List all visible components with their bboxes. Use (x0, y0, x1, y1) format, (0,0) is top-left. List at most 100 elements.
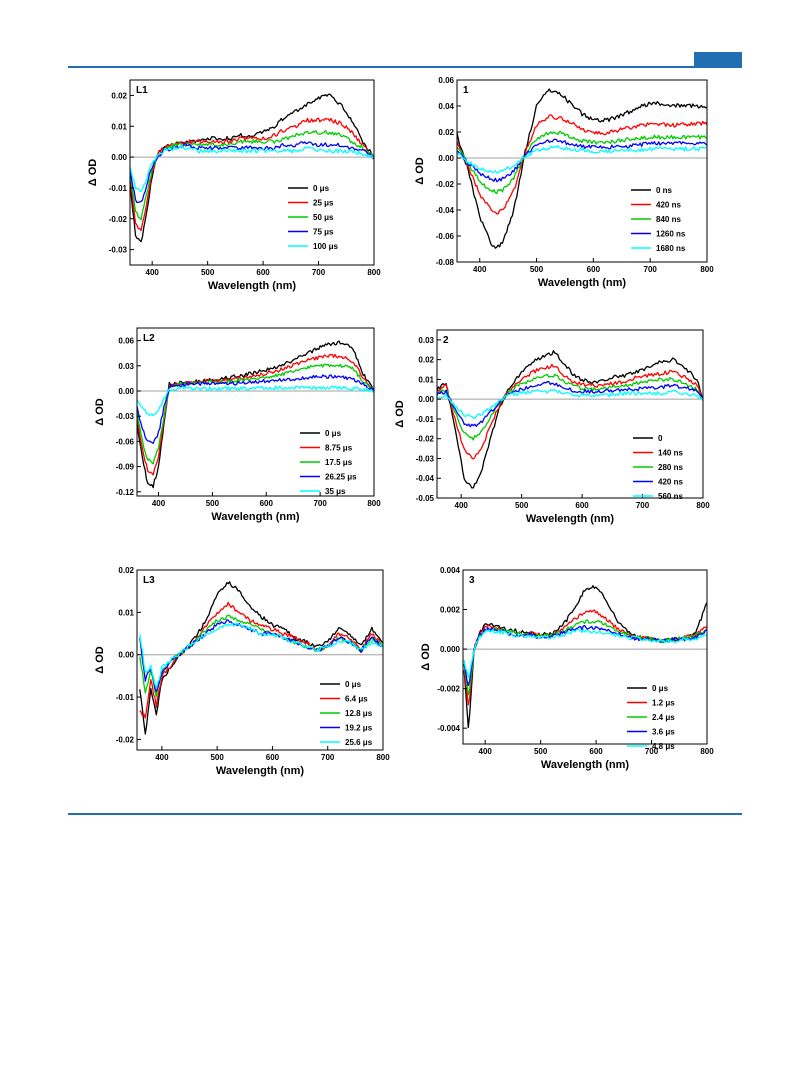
x-tick-label: 600 (256, 268, 270, 277)
x-tick-label: 800 (367, 268, 381, 277)
y-tick-label: 0.00 (111, 153, 127, 162)
y-tick-label: -0.02 (116, 735, 135, 744)
y-tick-label: 0.00 (438, 154, 454, 163)
x-axis-label: Wavelength (nm) (541, 759, 630, 771)
plot-frame (136, 327, 375, 497)
y-tick-label: 0.02 (418, 356, 434, 365)
legend-label: 840 ns (656, 215, 681, 224)
chart-panel-1: 400 500 600 700 800 0.06 0.04 0.02 0.00 -0.02 -0.0… (414, 76, 714, 289)
y-axis-label: Δ OD (414, 157, 426, 185)
series-line-1-4 (456, 145, 708, 174)
x-tick-label: 600 (589, 747, 603, 756)
plot-frame (456, 79, 708, 263)
x-tick-label: 800 (376, 753, 390, 762)
x-tick-label: 700 (313, 499, 327, 508)
panel-label: L3 (143, 575, 155, 586)
legend-label: 0 μs (652, 684, 669, 693)
x-tick-label: 700 (636, 501, 650, 510)
x-tick-label: 500 (515, 501, 529, 510)
x-axis-label: Wavelength (nm) (538, 277, 627, 289)
x-tick-label: 600 (587, 265, 601, 274)
series-line-L3-3 (139, 619, 384, 693)
series-line-L1-0 (129, 93, 375, 243)
y-tick-label: 0.01 (118, 608, 134, 617)
x-tick-label: 500 (534, 747, 548, 756)
legend-label: 420 ns (656, 201, 681, 210)
y-tick-label: 0.00 (418, 395, 434, 404)
series-line-L2-4 (136, 385, 375, 417)
y-tick-label: -0.08 (436, 258, 455, 267)
x-tick-label: 400 (473, 265, 487, 274)
y-tick-label: 0.002 (440, 606, 461, 615)
chart-panel-L3: 400 500 600 700 800 0.02 0.01 0.00 -0.01 -0.02 Wav… (94, 566, 390, 777)
y-tick-label: 0.06 (438, 76, 454, 85)
x-tick-label: 400 (152, 499, 166, 508)
y-axis-label: Δ OD (394, 400, 406, 428)
series-line-L2-3 (136, 374, 375, 445)
y-tick-label: -0.01 (109, 184, 128, 193)
x-tick-label: 500 (210, 753, 224, 762)
chart-panel-3: 400 500 600 700 800 0.004 0.002 0.000 -0.002 -0.0… (420, 566, 714, 771)
series-line-1-1 (456, 114, 708, 215)
legend-label: 560 ns (658, 492, 683, 501)
legend-label: 12.8 μs (345, 709, 373, 718)
x-tick-label: 400 (479, 747, 493, 756)
x-tick-label: 500 (530, 265, 544, 274)
x-tick-label: 400 (146, 268, 160, 277)
y-tick-label: -0.02 (109, 215, 128, 224)
y-tick-label: -0.09 (116, 463, 135, 472)
plot-frame (136, 569, 384, 751)
y-tick-label: 0.03 (118, 362, 134, 371)
panel-label: L2 (143, 333, 155, 344)
y-axis-label: Δ OD (94, 646, 106, 674)
footer-rule (68, 813, 742, 815)
series-line-1-0 (456, 88, 708, 249)
y-tick-label: -0.02 (436, 180, 455, 189)
series-line-2-0 (436, 350, 704, 489)
series-line-1-2 (456, 131, 708, 195)
legend-label: 25 μs (313, 199, 334, 208)
y-tick-label: -0.05 (416, 494, 435, 503)
chart-panel-L1: 400 500 600 700 800 0.02 0.01 0.00 -0.01 -0.02 -0.… (87, 79, 381, 292)
series-line-L3-4 (139, 622, 384, 689)
plot-frame (129, 79, 375, 266)
legend-label: 19.2 μs (345, 724, 373, 733)
x-tick-label: 600 (266, 753, 280, 762)
y-tick-label: 0.01 (418, 375, 434, 384)
legend-label: 35 μs (325, 487, 346, 496)
y-tick-label: -0.04 (436, 206, 455, 215)
legend-label: 17.5 μs (325, 458, 353, 467)
y-tick-label: -0.002 (437, 685, 460, 694)
y-tick-label: 0.02 (438, 128, 454, 137)
legend-label: 280 ns (658, 463, 683, 472)
y-tick-label: -0.06 (116, 437, 135, 446)
x-tick-label: 400 (155, 753, 169, 762)
legend-label: 4.8 μs (652, 742, 675, 751)
legend-label: 0 μs (313, 184, 330, 193)
legend-label: 26.25 μs (325, 473, 357, 482)
y-tick-label: -0.03 (416, 454, 435, 463)
series-line-2-4 (436, 388, 704, 419)
x-tick-label: 500 (206, 499, 220, 508)
y-axis-label: Δ OD (420, 643, 432, 671)
series-line-L1-1 (129, 117, 375, 232)
y-tick-label: -0.03 (109, 246, 128, 255)
y-tick-label: 0.01 (111, 122, 127, 131)
header-tab (694, 52, 742, 66)
legend-label: 0 ns (656, 186, 673, 195)
y-tick-label: 0.03 (418, 336, 434, 345)
legend-label: 25.6 μs (345, 738, 373, 747)
series-line-L2-1 (136, 353, 375, 476)
y-tick-label: 0.06 (118, 337, 134, 346)
chart-panel-2: 400 500 600 700 800 0.03 0.02 0.01 0.00 -0.01 -0.0… (394, 329, 710, 525)
x-tick-label: 700 (644, 265, 658, 274)
legend-label: 2.4 μs (652, 713, 675, 722)
panel-label: L1 (136, 85, 148, 96)
panel-label: 3 (469, 575, 475, 586)
series-line-L1-2 (129, 129, 375, 221)
x-tick-label: 500 (201, 268, 215, 277)
legend-label: 50 μs (313, 213, 334, 222)
series-line-1-3 (456, 138, 708, 183)
y-axis-label: Δ OD (87, 159, 99, 187)
